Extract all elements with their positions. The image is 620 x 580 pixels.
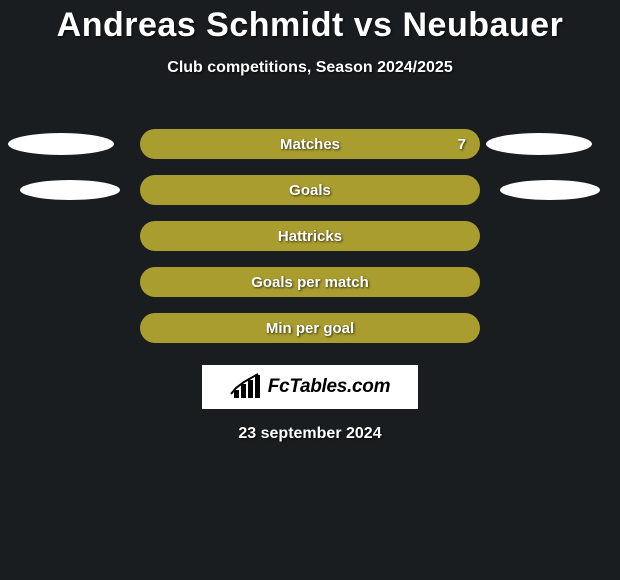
snapshot-date: 23 september 2024 [0, 425, 620, 443]
stat-row: Hattricks [0, 213, 620, 259]
stat-label: Matches [280, 136, 340, 153]
stat-row: Goals [0, 167, 620, 213]
stat-row: Goals per match [0, 259, 620, 305]
right-value-ellipse [500, 180, 600, 200]
stat-row: Min per goal [0, 305, 620, 351]
right-value-ellipse [486, 133, 592, 155]
left-value-ellipse [8, 133, 114, 155]
stat-bar: Goals [140, 175, 480, 205]
fctables-logo: FcTables.com [202, 365, 418, 409]
left-value-ellipse [20, 180, 120, 200]
stat-label: Goals per match [251, 274, 369, 291]
stat-bar: Matches 7 [140, 129, 480, 159]
season-subtitle: Club competitions, Season 2024/2025 [0, 59, 620, 77]
stat-value-right: 7 [458, 136, 466, 153]
logo-text: FcTables.com [268, 376, 390, 398]
page-title: Andreas Schmidt vs Neubauer [0, 0, 620, 45]
chart-icon [230, 372, 266, 402]
stat-label: Hattricks [278, 228, 342, 245]
stat-row: Matches 7 [0, 121, 620, 167]
stat-bar: Min per goal [140, 313, 480, 343]
stat-bar: Hattricks [140, 221, 480, 251]
stat-rows: Matches 7 Goals Hattricks Goals per match Min… [0, 121, 620, 351]
stat-bar: Goals per match [140, 267, 480, 297]
stat-label: Min per goal [266, 320, 354, 337]
stat-label: Goals [289, 182, 331, 199]
